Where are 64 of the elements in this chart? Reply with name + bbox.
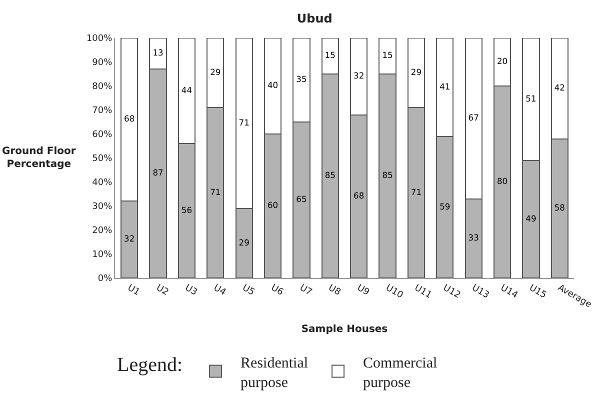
data-label: 67: [468, 112, 479, 122]
data-label: 68: [354, 190, 364, 200]
data-label: 29: [238, 237, 250, 248]
data-label: 42: [554, 82, 565, 92]
data-label: 35: [296, 74, 307, 84]
data-label: 40: [267, 80, 278, 90]
data-label: 56: [181, 204, 192, 215]
x-tick-label: U9: [355, 283, 371, 298]
data-label: 15: [324, 50, 336, 60]
data-label: 33: [468, 232, 479, 242]
x-tick-label: U10: [384, 283, 405, 301]
x-tick-label: U12: [441, 283, 462, 301]
data-label: 58: [554, 202, 565, 212]
data-label: 32: [354, 70, 364, 80]
data-label: 49: [526, 213, 536, 224]
data-label: 41: [440, 81, 450, 92]
data-label: 85: [324, 170, 336, 180]
x-tick-label: U4: [212, 283, 228, 298]
data-label: 32: [124, 234, 135, 244]
data-label: 85: [382, 170, 393, 180]
data-label: 29: [410, 66, 422, 77]
x-tick-label: U2: [154, 283, 170, 298]
data-label: 15: [382, 50, 393, 60]
x-tick-label: U5: [240, 283, 256, 298]
data-label: 51: [526, 93, 536, 104]
y-tick-label: 60%: [92, 130, 113, 140]
y-tick-label: 10%: [92, 250, 113, 260]
x-tick-label: U3: [182, 283, 199, 298]
data-label: 44: [181, 84, 192, 95]
y-tick-label: 20%: [92, 226, 113, 236]
y-tick-label: 100%: [86, 34, 113, 44]
y-tick-label: 90%: [92, 58, 113, 68]
x-tick-label: U1: [126, 283, 142, 298]
y-tick-label: 40%: [92, 178, 113, 188]
x-tick-label: U14: [498, 283, 520, 301]
legend-title: Legend:: [117, 354, 183, 376]
data-label: 71: [210, 186, 221, 197]
data-label: 20: [496, 56, 508, 66]
x-axis-title: Sample Houses: [301, 324, 388, 336]
y-tick-label: 80%: [92, 82, 113, 92]
data-label: 13: [152, 48, 164, 58]
x-tick-label: U15: [527, 283, 548, 301]
y-tick-label: 30%: [92, 202, 113, 212]
data-label: 59: [440, 201, 450, 212]
data-label: 65: [296, 194, 307, 204]
legend-label: Residential purpose: [240, 355, 308, 391]
data-label: 71: [410, 186, 422, 197]
y-tick-label: 70%: [92, 106, 113, 116]
chart-title: Ubud: [296, 12, 332, 26]
data-label: 80: [496, 176, 508, 186]
data-label: 71: [238, 117, 250, 128]
data-label: 60: [267, 200, 278, 210]
x-tick-label: U11: [412, 283, 434, 301]
x-tick-label: U6: [269, 283, 285, 298]
data-label: 68: [124, 114, 135, 124]
legend-label: Commercial purpose: [363, 355, 438, 391]
x-tick-label: U7: [298, 283, 314, 298]
y-tick-label: 50%: [92, 154, 113, 164]
data-label: 87: [152, 168, 164, 178]
y-tick-label: 0%: [98, 274, 113, 284]
x-tick-label: U8: [326, 283, 342, 298]
x-tick-label: U13: [470, 283, 490, 301]
y-axis-title: Ground Floor Percentage: [2, 146, 76, 170]
data-label: 29: [210, 66, 221, 77]
